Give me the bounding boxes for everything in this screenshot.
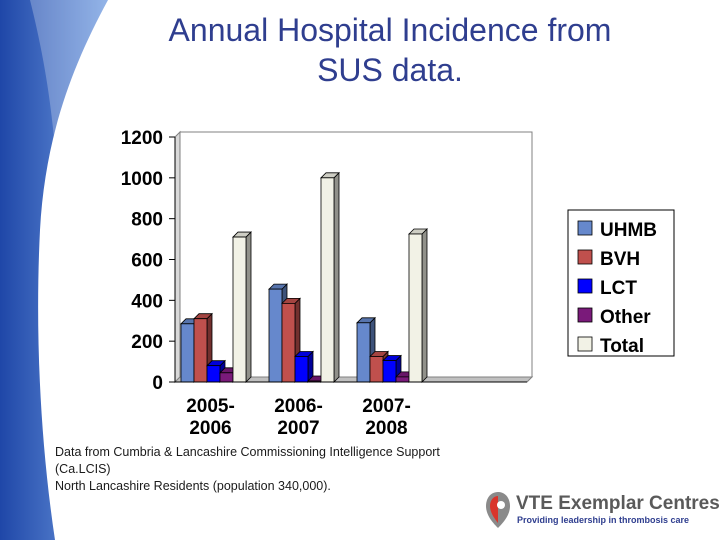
y-tick-label: 600 — [131, 251, 163, 272]
title-line-1: Annual Hospital Incidence from — [168, 12, 612, 48]
legend-swatch-total — [577, 336, 593, 352]
bar-total-2 — [320, 171, 340, 383]
bar-total-1 — [232, 231, 252, 383]
x-tick-label: 2006 — [189, 418, 231, 439]
slide-title: Annual Hospital Incidence from SUS data. — [120, 10, 660, 90]
legend-swatch-lct — [577, 278, 593, 294]
footnote: Data from Cumbria & Lancashire Commissio… — [55, 444, 535, 495]
legend-swatch-uhmb — [577, 220, 593, 236]
bar-lct-3 — [382, 354, 402, 383]
y-tick-label: 200 — [131, 332, 163, 353]
bar-total-3 — [408, 228, 428, 383]
legend-label-lct: LCT — [600, 278, 637, 299]
background-swoosh — [0, 0, 108, 540]
plot-side-wall — [174, 130, 181, 384]
x-tick-label: 2007 — [277, 418, 319, 439]
y-tick-label: 1200 — [121, 128, 163, 149]
legend-label-other: Other — [600, 307, 651, 328]
footnote-line-2: (Ca.LCIS) — [55, 462, 111, 476]
bar-lct-2 — [294, 350, 314, 383]
logo-name: VTE Exemplar Centres — [516, 493, 720, 514]
footnote-line-3: North Lancashire Residents (population 3… — [55, 479, 331, 493]
legend-swatch-bvh — [577, 249, 593, 265]
x-tick-label: 2005- — [186, 396, 235, 417]
legend-label-uhmb: UHMB — [600, 220, 657, 241]
legend-swatch-other — [577, 307, 593, 323]
footnote-line-1: Data from Cumbria & Lancashire Commissio… — [55, 445, 440, 459]
y-tick-label: 0 — [152, 373, 163, 394]
x-tick-label: 2008 — [365, 418, 407, 439]
legend-label-total: Total — [600, 336, 644, 357]
legend-label-bvh: BVH — [600, 249, 640, 270]
x-tick-label: 2006- — [274, 396, 323, 417]
y-tick-label: 1000 — [121, 169, 163, 190]
y-tick-label: 400 — [131, 291, 163, 312]
logo-tagline: Providing leadership in thrombosis care — [517, 515, 690, 525]
vte-logo: VTE Exemplar Centres Providing leadershi… — [484, 490, 720, 534]
title-line-2: SUS data. — [317, 52, 463, 88]
y-tick-label: 800 — [131, 210, 163, 231]
x-tick-label: 2007- — [362, 396, 411, 417]
vte-logo-icon — [486, 492, 510, 528]
